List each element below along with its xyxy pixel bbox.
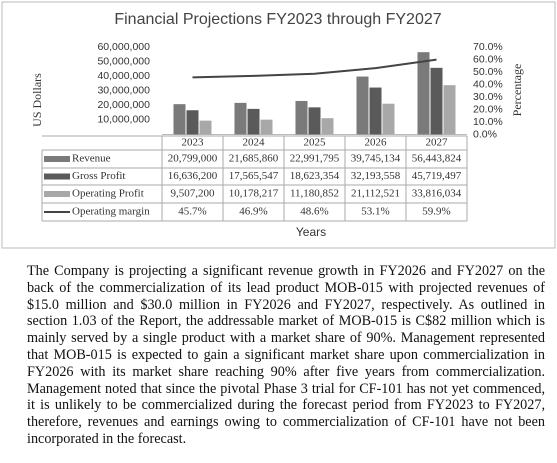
x-tick-label: 2026 [365,137,388,149]
legend-label: Operating margin [72,206,150,218]
y2-axis-label: Percentage [510,64,524,117]
bar [321,118,334,135]
table-cell: 32,193,558 [351,170,401,182]
bar [173,104,186,135]
table-cell: 11,180,852 [290,188,339,200]
x-tick-label: 2027 [426,137,449,149]
legend-key [44,156,70,162]
y2-tick-label: 60.0% [473,53,503,65]
table-cell: 16,636,200 [168,170,218,182]
y2-tick-label: 20.0% [473,103,503,115]
y-tick-label: 30,000,000 [97,85,150,97]
y2-tick-label: 40.0% [473,78,503,90]
chart-border [1,1,556,249]
table-cell: 9,507,200 [171,188,216,200]
bar [382,103,395,135]
table-cell: 33,816,034 [412,188,462,200]
bar [234,102,247,135]
table-cell: 20,799,000 [168,153,218,165]
y2-tick-label: 50.0% [473,66,503,78]
bar [295,100,308,135]
y2-tick-label: 70.0% [473,41,503,53]
legend-label: Gross Profit [72,170,125,182]
x-tick-label: 2023 [182,137,205,149]
table-cell: 59.9% [422,206,450,218]
bar [260,119,273,135]
legend-label: Revenue [72,153,111,165]
x-tick-label: 2025 [304,137,327,149]
legend-key [44,173,70,180]
y-tick-label: 10,000,000 [97,114,150,126]
legend-key [44,191,70,197]
table-cell: 48.6% [300,206,328,218]
table-cell: 45.7% [178,206,206,218]
table-cell: 17,565,547 [229,170,279,182]
y2-tick-label: 30.0% [473,91,503,103]
bar [417,52,430,135]
chart-title: Financial Projections FY2023 through FY2… [114,11,441,28]
table-cell: 22,991,795 [290,153,340,165]
x-tick-label: 2024 [243,137,266,149]
legend-label: Operating Profit [72,188,144,200]
line [192,58,437,79]
table-cell: 53.1% [361,206,389,218]
table-cell: 21,685,860 [229,153,279,165]
bar [186,110,199,135]
y-tick-label: 60,000,000 [97,41,150,53]
bar [369,87,382,135]
bar [443,85,456,135]
bar [247,108,260,135]
table-cell: 56,443,824 [412,153,462,165]
x-axis-label: Years [296,225,326,239]
bar [308,107,321,135]
y-axis-label: US Dollars [30,73,44,127]
bar [356,76,369,135]
chart: Financial Projections FY2023 through FY2… [1,1,556,249]
table-cell: 45,719,497 [412,170,462,182]
paragraph: The Company is projecting a significant … [27,263,545,447]
table-cell: 18,623,354 [290,170,340,182]
table-cell: 46.9% [239,206,267,218]
y-tick-label: 40,000,000 [97,70,150,82]
table-cell: 21,112,521 [351,188,400,200]
y2-tick-label: 0.0% [473,128,497,140]
y-tick-label: 50,000,000 [97,55,150,67]
y-tick-label: 20,000,000 [97,99,150,111]
table-cell: 10,178,217 [229,188,279,200]
bar [199,120,212,135]
y2-tick-label: 10.0% [473,116,503,128]
table-cell: 39,745,134 [351,153,401,165]
bar [430,67,443,135]
